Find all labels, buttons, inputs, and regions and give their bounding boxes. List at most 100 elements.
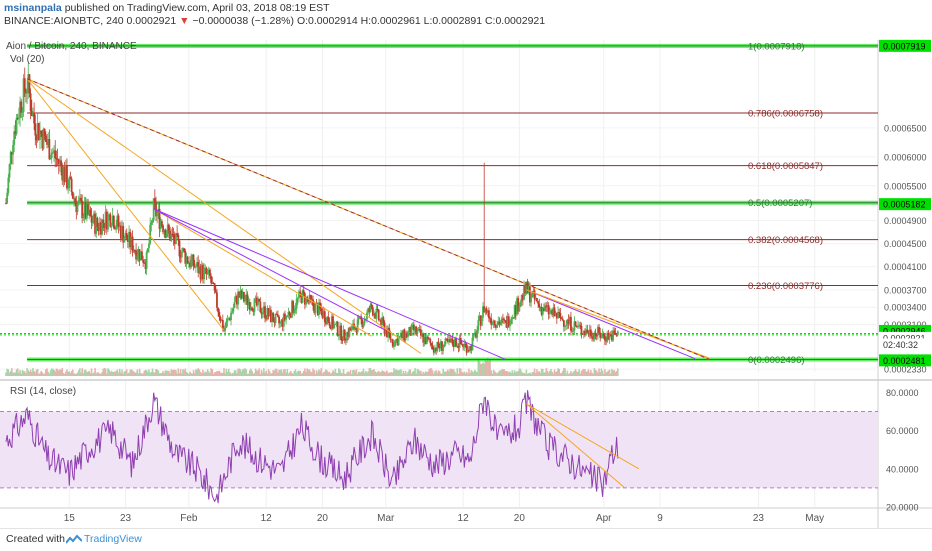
candle-body (442, 347, 445, 351)
rsi-axis[interactable]: 80.0000 60.0000 40.0000 20.0000 (886, 388, 919, 513)
candle-body (427, 336, 429, 339)
candle-body (134, 249, 136, 251)
volume-bar (16, 368, 19, 376)
fib-level-label: 0.5(0.0005207) (748, 198, 812, 209)
candle-body (187, 262, 190, 264)
volume-bar (583, 368, 585, 376)
volume-bar (290, 370, 292, 376)
volume-bar (523, 372, 525, 376)
volume-bar (32, 368, 34, 376)
rsi-tick-label: 60.0000 (886, 426, 919, 436)
candle-body (491, 323, 494, 325)
author-name[interactable]: msinanpala (4, 2, 62, 14)
tradingview-brand[interactable]: TradingView (84, 533, 142, 545)
volume-bar (325, 369, 327, 376)
candle-body (212, 282, 215, 284)
time-axis[interactable]: 15 23 Feb 12 20 Mar 12 20 Apr 9 23 May (64, 513, 824, 524)
volume-bar (41, 372, 44, 376)
volume-bar (257, 370, 259, 376)
volume-bar (321, 373, 324, 376)
candle-body (367, 308, 370, 313)
candle-body (28, 74, 31, 94)
volume-bar (142, 373, 144, 376)
volume-bar (549, 371, 551, 376)
price-axis[interactable]: 0.0006500 0.0006000 0.0005500 0.0004900 0.00… (879, 39, 931, 375)
volume-bar (116, 369, 119, 376)
candle-body (435, 347, 438, 352)
volume-bar (368, 368, 371, 376)
candle-body (143, 262, 146, 264)
volume-bar (590, 370, 592, 376)
rsi-label: RSI (14, close) (10, 386, 76, 397)
candle-body (499, 322, 502, 325)
candle-body (475, 332, 477, 338)
fibonacci-levels[interactable]: 1(0.0007918) 0.786(0.0006758) 0.618(0.0005… (0, 41, 878, 366)
candle-body (262, 306, 265, 313)
candle-body (298, 291, 300, 299)
volume-bar (408, 369, 410, 376)
volume-bar (397, 370, 400, 376)
volume-bar (28, 371, 31, 376)
volume-bar (199, 371, 202, 376)
last-price-badge-text: 0.0002946 (883, 326, 926, 336)
candle-body (506, 316, 509, 328)
volume-bar (134, 372, 136, 376)
chart-canvas[interactable]: 1(0.0007918) 0.786(0.0006758) 0.618(0.0005… (0, 0, 932, 528)
candle-body (109, 214, 112, 227)
candle-body (27, 74, 30, 90)
volume-bar (205, 372, 208, 376)
candle-body (354, 327, 357, 330)
candle-body (129, 231, 132, 248)
candle-body (329, 325, 332, 330)
volume-bar (135, 372, 137, 376)
volume-bar (355, 369, 358, 376)
candle-body (204, 267, 207, 269)
volume-bar (137, 373, 140, 376)
volume-bar (474, 369, 476, 376)
candle-body (614, 332, 617, 335)
volume-bar (59, 369, 61, 376)
candle-body (218, 312, 221, 317)
volume-bar (425, 372, 428, 376)
volume-bar (584, 369, 586, 376)
volume-bar (508, 372, 510, 376)
candle-body (14, 131, 17, 135)
candle-body (189, 262, 191, 268)
volume-bar (123, 371, 126, 376)
volume-bar (369, 368, 372, 376)
candle-body (361, 319, 364, 328)
rsi-trendline (526, 403, 640, 470)
volume-bar (389, 372, 392, 376)
fib-top-badge: 0.0007919 (879, 39, 931, 52)
volume-bar (60, 369, 62, 376)
candle-body (575, 325, 578, 328)
volume-bar (185, 371, 188, 376)
candle-body (390, 339, 393, 341)
candle-body (241, 291, 244, 299)
candle-body (609, 334, 612, 336)
candle-body (151, 220, 154, 223)
candle-body (429, 339, 432, 344)
volume-bar (374, 371, 376, 376)
volume-bar (54, 371, 57, 376)
price-pane[interactable] (0, 40, 878, 378)
volume-bar (57, 370, 60, 376)
volume-bar (356, 373, 359, 376)
volume-bar (70, 370, 73, 376)
volume-bar (318, 369, 320, 376)
candle-body (409, 327, 412, 336)
volume-bar (326, 370, 328, 376)
volume-bar (577, 371, 579, 376)
candle-body (130, 236, 133, 248)
candle-body (228, 318, 231, 321)
volume-bar (30, 371, 33, 376)
trendlines[interactable] (26, 78, 710, 360)
candle-body (450, 338, 453, 343)
volume-bar (394, 370, 396, 376)
candle-body (395, 338, 398, 341)
candle-body (312, 299, 314, 306)
candle-body (135, 250, 137, 260)
fib-level-label: 0.786(0.0006758) (748, 108, 823, 119)
candle-body (171, 233, 174, 235)
volume-bar (302, 370, 305, 376)
